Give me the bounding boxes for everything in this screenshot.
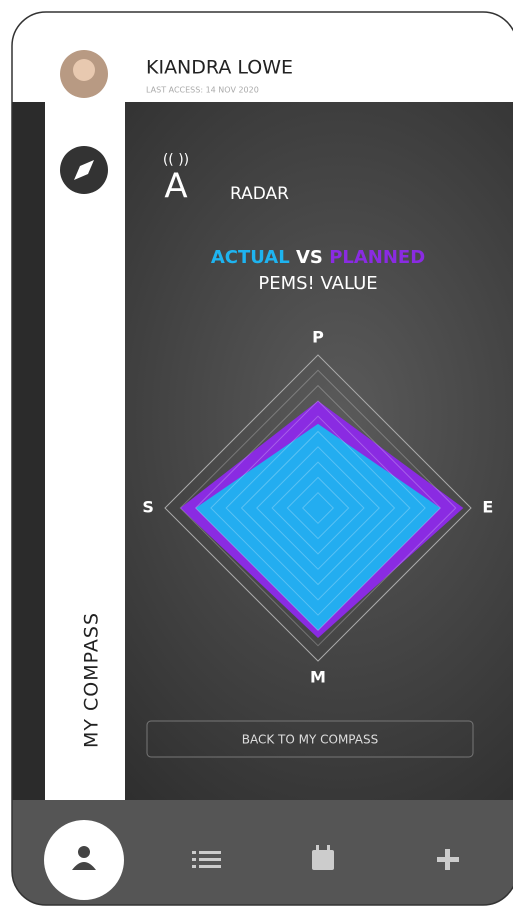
axis-label: S	[142, 498, 154, 517]
sidebar-label[interactable]: MY COMPASS	[81, 612, 103, 748]
title-vs: VS	[296, 247, 323, 268]
radar-icon: A	[164, 167, 187, 207]
chart-title: ACTUAL VS PLANNED	[211, 247, 425, 268]
title-planned: PLANNED	[329, 247, 425, 268]
axis-label: E	[482, 498, 493, 517]
section-title: RADAR	[230, 184, 289, 204]
chart-subtitle: PEMS! VALUE	[258, 273, 377, 294]
radar-waves: (( ))	[163, 152, 189, 168]
avatar-face	[73, 59, 95, 81]
profile-tab[interactable]	[44, 820, 124, 900]
app-screen: KIANDRA LOWE LAST ACCESS: 14 NOV 2020 MY…	[0, 0, 513, 918]
profile-icon-head	[78, 846, 90, 858]
last-access: LAST ACCESS: 14 NOV 2020	[146, 86, 259, 95]
user-name: KIANDRA LOWE	[146, 57, 293, 79]
axis-label: M	[310, 667, 326, 686]
side-edge	[12, 102, 45, 802]
axis-label: P	[312, 328, 324, 347]
back-button-label[interactable]: BACK TO MY COMPASS	[242, 733, 378, 747]
title-actual: ACTUAL	[211, 247, 290, 268]
